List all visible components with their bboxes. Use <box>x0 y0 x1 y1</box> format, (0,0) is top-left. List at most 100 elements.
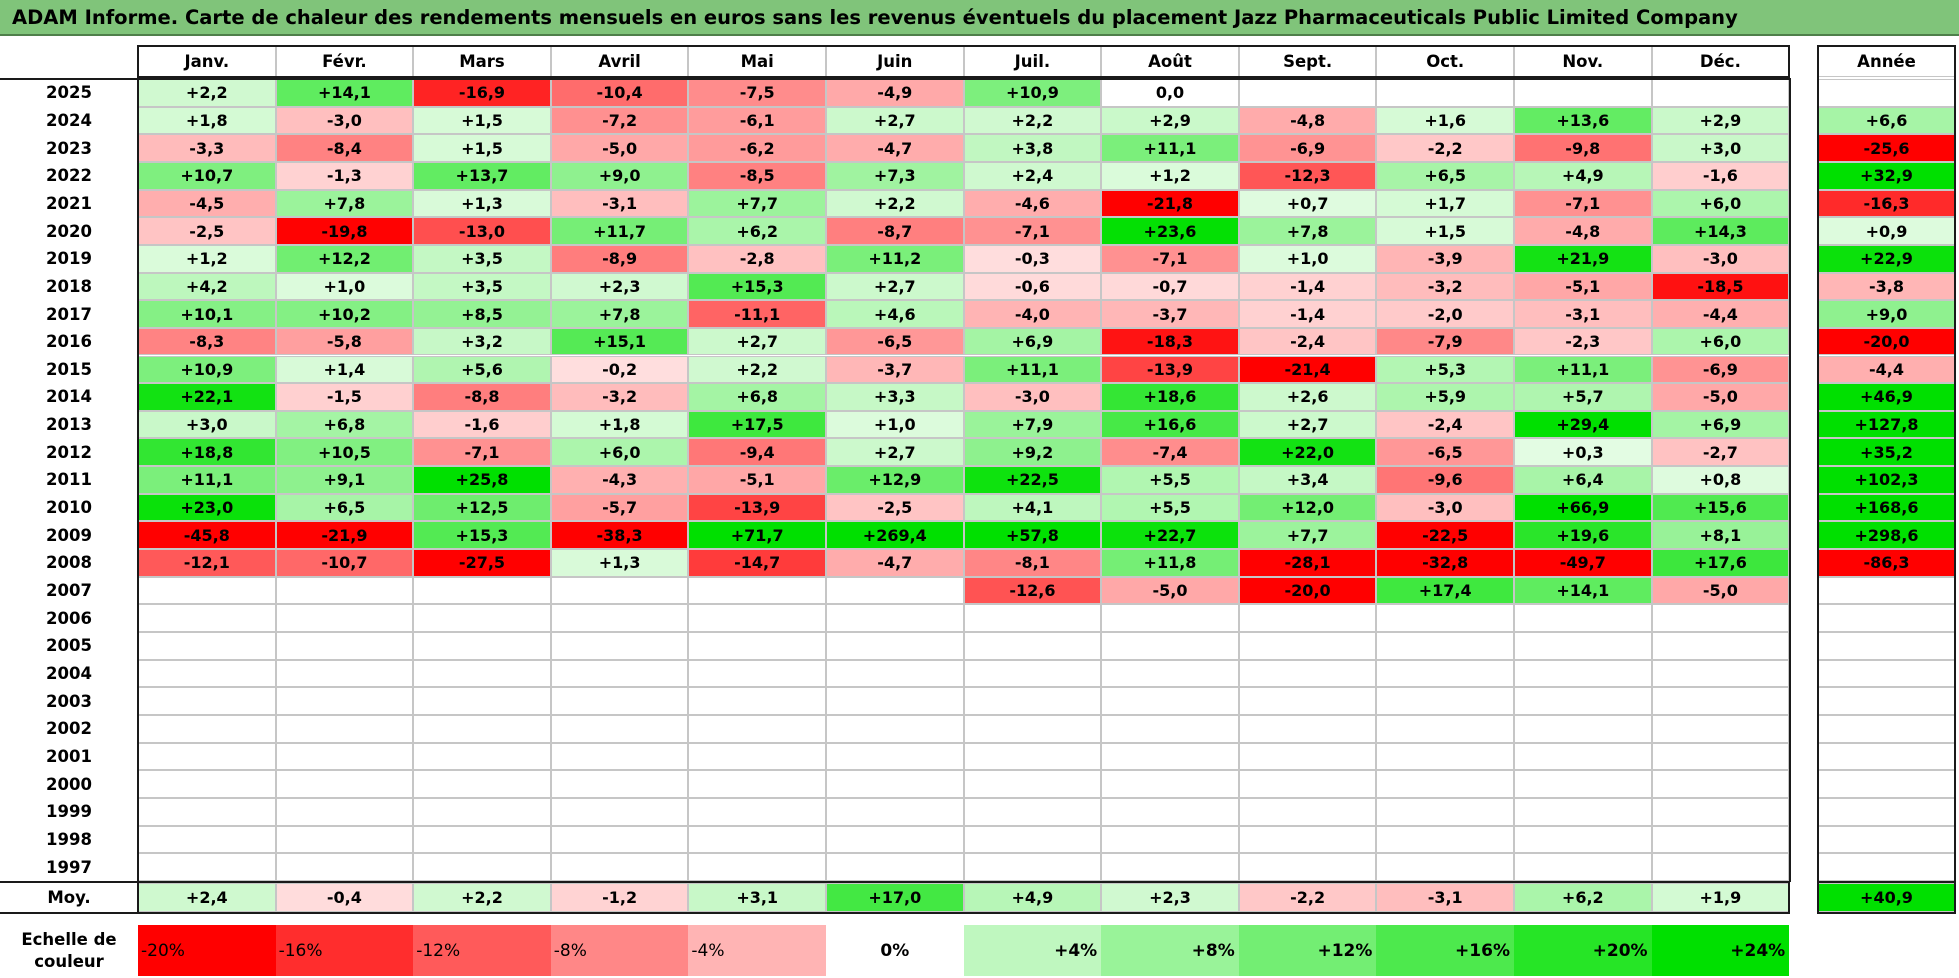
heatmap-cell: -5,0 <box>1651 383 1790 411</box>
heatmap-cell: +1,2 <box>138 244 276 273</box>
annual-cell <box>1818 825 1955 854</box>
heatmap-cell: +22,1 <box>138 383 276 411</box>
heatmap-cell <box>1514 853 1652 881</box>
average-cell: -0,4 <box>275 883 414 912</box>
heatmap-cell: +12,5 <box>413 493 551 522</box>
heatmap-cell <box>1238 770 1377 798</box>
heatmap-cell: +11,8 <box>1101 549 1239 577</box>
heatmap-cell: +5,9 <box>1376 383 1514 411</box>
annual-cell: +32,9 <box>1818 161 1955 190</box>
heatmap-cell <box>963 714 1102 743</box>
heatmap-cell: +0,7 <box>1238 189 1377 218</box>
heatmap-cell: -8,5 <box>688 161 826 190</box>
heatmap-cell <box>275 825 414 854</box>
heatmap-cell: +7,8 <box>1238 217 1377 245</box>
heatmap-cell <box>1514 79 1652 107</box>
heatmap-cell: -18,5 <box>1651 272 1790 301</box>
heatmap-cell: -2,3 <box>1514 327 1652 356</box>
heatmap-cell <box>1514 797 1652 826</box>
heatmap-cell: -38,3 <box>550 521 689 550</box>
heatmap-cell: -3,7 <box>1101 300 1239 328</box>
heatmap-cell: +3,5 <box>413 272 551 301</box>
heatmap-cell: +17,4 <box>1376 576 1514 605</box>
heatmap-cell <box>826 659 964 688</box>
heatmap-cell <box>1376 825 1514 854</box>
heatmap-cell: -1,4 <box>1238 300 1377 328</box>
year-label: 2024 <box>46 110 92 130</box>
heatmap-cell <box>688 853 826 881</box>
heatmap-cell: +4,2 <box>138 272 276 301</box>
year-label: 2018 <box>46 276 92 296</box>
heatmap-cell: -3,9 <box>1376 244 1514 273</box>
heatmap-cell: +13,7 <box>413 161 551 190</box>
heatmap-cell <box>1238 742 1377 771</box>
scale-swatch: -20% <box>138 925 276 976</box>
heatmap-cell <box>413 742 551 771</box>
heatmap-cell: -7,9 <box>1376 327 1514 356</box>
heatmap-cell: +1,4 <box>275 355 414 384</box>
heatmap-cell: +18,6 <box>1101 383 1239 411</box>
heatmap-cell: -7,1 <box>1514 189 1652 218</box>
heatmap-cell: -8,8 <box>413 383 551 411</box>
heatmap-cell <box>550 770 689 798</box>
heatmap-cell <box>138 742 276 771</box>
year-label: 2022 <box>46 166 92 186</box>
heatmap-cell: +5,6 <box>413 355 551 384</box>
heatmap-cell: -3,3 <box>138 134 276 162</box>
heatmap-cell: +6,8 <box>688 383 826 411</box>
year-label: 2019 <box>46 249 92 269</box>
heatmap-cell: -5,0 <box>550 134 689 162</box>
annual-cell: +46,9 <box>1818 383 1955 411</box>
heatmap-cell <box>1651 742 1790 771</box>
heatmap-cell: -11,1 <box>688 300 826 328</box>
heatmap-cell <box>1238 825 1377 854</box>
heatmap-cell <box>550 742 689 771</box>
heatmap-cell <box>688 797 826 826</box>
heatmap-cell <box>963 770 1102 798</box>
annual-cell: +6,6 <box>1818 106 1955 135</box>
heatmap-cell: +3,0 <box>138 410 276 439</box>
heatmap-cell <box>550 825 689 854</box>
average-cell: +17,0 <box>826 883 964 912</box>
heatmap-cell <box>1514 659 1652 688</box>
heatmap-cell: +19,6 <box>1514 521 1652 550</box>
heatmap-cell: -6,5 <box>1376 438 1514 467</box>
annual-cell: -86,3 <box>1818 549 1955 577</box>
heatmap-cell: -4,7 <box>826 549 964 577</box>
heatmap-cell: +11,1 <box>963 355 1102 384</box>
heatmap-cell: -13,9 <box>688 493 826 522</box>
heatmap-cell: +2,7 <box>826 272 964 301</box>
year-label: 2000 <box>46 774 92 794</box>
heatmap-cell: +2,2 <box>963 106 1102 135</box>
month-header: Août <box>1101 46 1239 77</box>
heatmap-cell: +7,7 <box>1238 521 1377 550</box>
heatmap-cell: -5,0 <box>1101 576 1239 605</box>
heatmap-cell <box>1651 79 1790 107</box>
heatmap-cell: -9,6 <box>1376 466 1514 494</box>
heatmap-cell <box>1376 604 1514 632</box>
heatmap-cell <box>138 632 276 660</box>
heatmap-cell <box>1376 742 1514 771</box>
heatmap-cell <box>1514 604 1652 632</box>
year-label: 1999 <box>46 802 92 822</box>
heatmap-cell <box>1238 659 1377 688</box>
heatmap-cell: -1,6 <box>413 410 551 439</box>
heatmap-cell: +9,0 <box>550 161 689 190</box>
heatmap-cell <box>413 770 551 798</box>
heatmap-cell <box>275 604 414 632</box>
heatmap-cell: +2,6 <box>1238 383 1377 411</box>
heatmap-cell <box>826 742 964 771</box>
month-header: Sept. <box>1238 46 1377 77</box>
heatmap-cell: +1,5 <box>1376 217 1514 245</box>
heatmap-cell: +7,3 <box>826 161 964 190</box>
year-label: 2005 <box>46 636 92 656</box>
heatmap-cell: -6,1 <box>688 106 826 135</box>
heatmap-cell: -4,4 <box>1651 300 1790 328</box>
scale-swatch: -16% <box>275 925 414 976</box>
heatmap-cell <box>963 797 1102 826</box>
heatmap-cell: +66,9 <box>1514 493 1652 522</box>
year-label: 2002 <box>46 719 92 739</box>
heatmap-cell: +1,0 <box>275 272 414 301</box>
heatmap-cell: +0,3 <box>1514 438 1652 467</box>
heatmap-cell: -20,0 <box>1238 576 1377 605</box>
